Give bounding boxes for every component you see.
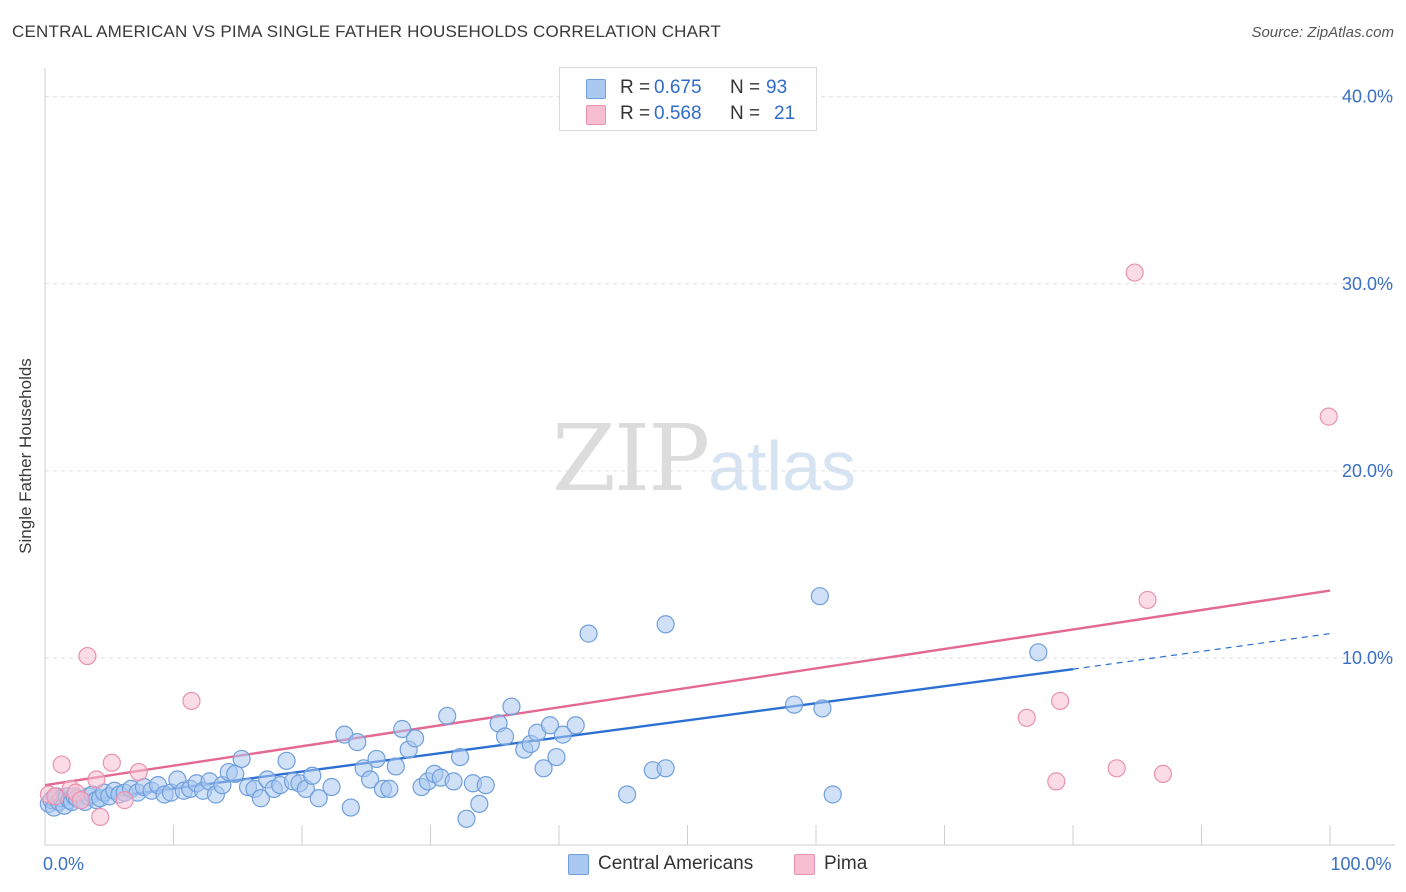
stats-legend: R = 0.675 N = 93 R = 0.568 N = 21: [559, 67, 817, 131]
pima-point: [1047, 772, 1066, 791]
central-americans-point: [367, 749, 386, 769]
series-legend: Central Americans Pima: [0, 852, 1406, 878]
pima-point: [91, 807, 110, 827]
central-americans-point: [226, 764, 245, 784]
central-americans-point: [534, 759, 553, 778]
central-americans-point: [361, 770, 380, 789]
pink-swatch: [794, 854, 815, 875]
pima-trend-line: [44, 589, 1331, 787]
central-americans-point: [251, 789, 270, 808]
central-americans-point: [470, 794, 489, 813]
pima-point: [1153, 764, 1173, 784]
tick-labels: 10.0% 20.0% 30.0% 40.0% 0.0% 100.0%: [43, 87, 1393, 874]
central-americans-point: [502, 697, 521, 716]
central-americans-point: [393, 719, 412, 739]
central-americans-point: [810, 587, 829, 606]
central-americans-point: [322, 777, 341, 797]
pima-point: [115, 791, 134, 810]
pima-point: [87, 770, 106, 789]
central-americans-point: [341, 798, 360, 817]
central-americans-point: [450, 747, 470, 767]
legend-label: Central Americans: [598, 853, 754, 874]
blue-swatch: [586, 79, 606, 99]
central-americans-point: [656, 615, 675, 634]
pima-point: [78, 646, 97, 666]
central-americans-point: [232, 749, 251, 769]
pink-swatch: [586, 105, 606, 125]
pima-point: [1138, 590, 1157, 610]
y-tick-label: 20.0%: [1342, 461, 1393, 481]
legend-label: Pima: [824, 853, 868, 874]
central-americans-point: [476, 776, 495, 795]
y-tick-label: 10.0%: [1342, 648, 1393, 668]
central-americans-point: [380, 779, 399, 798]
x-tick-label: 0.0%: [43, 854, 84, 874]
n-value: 21: [774, 103, 796, 124]
central-americans-point: [813, 699, 832, 718]
central-americans-point: [1029, 643, 1048, 662]
source-label: Source: ZipAtlas.com: [1251, 24, 1394, 41]
r-label: R =: [620, 77, 651, 98]
points: [39, 263, 1338, 828]
central-americans-point: [277, 751, 296, 770]
central-americans-point: [303, 766, 322, 785]
central-americans-point: [785, 695, 804, 714]
central-americans-point: [457, 809, 476, 828]
central-americans-trend-extension: [1072, 633, 1331, 670]
central-americans-point: [386, 757, 405, 776]
pima-point: [52, 755, 71, 774]
n-label: N =: [730, 77, 761, 98]
pima-point: [102, 753, 121, 772]
central-americans-point: [444, 772, 463, 791]
y-tick-label: 30.0%: [1342, 274, 1393, 294]
axes: [44, 68, 1395, 846]
central-americans-point: [656, 759, 675, 778]
central-americans-point: [618, 785, 637, 804]
blue-swatch: [568, 854, 589, 875]
chart-title: CENTRAL AMERICAN VS PIMA SINGLE FATHER H…: [12, 22, 721, 41]
n-value: 93: [766, 77, 788, 98]
central-americans-point: [579, 624, 598, 643]
x-tick-label: 100.0%: [1330, 854, 1391, 874]
r-label: R =: [620, 103, 651, 124]
central-americans-point: [553, 725, 572, 744]
pima-point: [1051, 691, 1070, 711]
r-value: 0.675: [654, 77, 702, 98]
central-americans-point: [405, 729, 425, 748]
central-americans-point: [309, 789, 328, 808]
pima-point: [46, 787, 65, 806]
central-americans-point: [547, 747, 566, 767]
central-americans-point: [540, 716, 560, 735]
pima-point: [71, 791, 91, 810]
pima-point: [1319, 407, 1338, 426]
pima-point: [182, 691, 201, 711]
y-tick-label: 40.0%: [1342, 87, 1393, 107]
central-americans-point: [495, 727, 515, 746]
grid: [45, 96, 1395, 659]
central-americans-point: [438, 706, 457, 726]
pima-point: [1017, 708, 1036, 727]
central-americans-point: [823, 785, 842, 804]
central-americans-point: [566, 716, 585, 735]
n-label: N =: [730, 103, 761, 124]
r-value: 0.568: [654, 103, 702, 124]
pima-point: [1107, 759, 1126, 778]
central-americans-point: [348, 733, 367, 752]
pima-point: [129, 762, 148, 782]
pima-point: [1125, 263, 1144, 282]
